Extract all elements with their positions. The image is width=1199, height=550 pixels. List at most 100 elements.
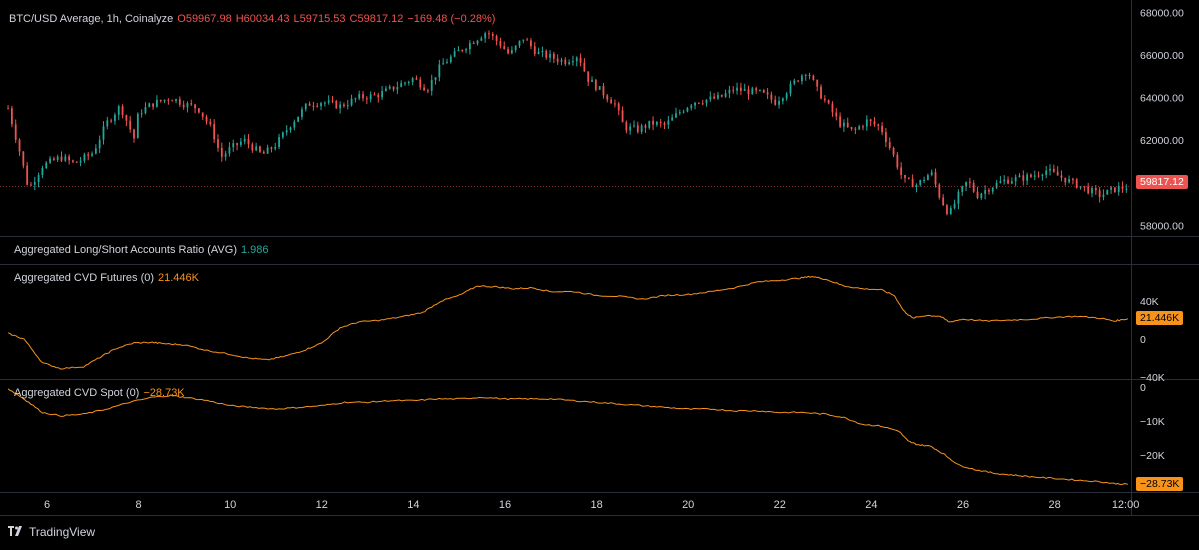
candle-body — [686, 107, 689, 112]
candle-body — [49, 158, 51, 163]
candle-body — [60, 156, 63, 161]
x-tick-label: 8 — [136, 499, 142, 511]
candle-body — [22, 151, 25, 166]
candle-body — [186, 103, 189, 108]
x-tick-label: 24 — [865, 499, 877, 511]
candle-body — [1003, 179, 1006, 182]
candle-body — [881, 125, 883, 133]
price-legend: BTC/USD Average, 1h, Coinalyze O59967.98 H… — [9, 13, 499, 25]
candle-body — [549, 53, 551, 58]
candle-body — [1091, 188, 1093, 194]
candle-body — [335, 100, 338, 109]
candle-body — [774, 99, 777, 105]
candle-body — [1056, 171, 1059, 176]
cvd-futures-value: 21.446K — [158, 272, 199, 284]
candle-body — [75, 161, 78, 163]
x-tick-label: 12:00 — [1112, 499, 1140, 511]
candle-body — [354, 98, 357, 100]
candle-body — [518, 40, 521, 46]
candle-body — [87, 154, 90, 156]
candle-body — [785, 93, 788, 99]
candle-body — [308, 103, 311, 106]
candle-body — [1098, 190, 1101, 198]
candle-body — [659, 122, 662, 124]
candle-body — [812, 75, 815, 80]
x-tick-label: 20 — [682, 499, 694, 511]
ratio-label[interactable]: Aggregated Long/Short Accounts Ratio (AV… — [14, 244, 237, 256]
candle-body — [663, 123, 666, 125]
candle-body — [1114, 187, 1116, 192]
candle-body — [701, 103, 704, 105]
candle-body — [892, 147, 895, 155]
price-y-tick: 64000.00 — [1140, 93, 1184, 105]
candle-body — [965, 181, 967, 187]
candle-body — [129, 120, 132, 130]
high-value: H60034.43 — [235, 13, 290, 25]
candle-body — [468, 43, 471, 50]
candle-body — [720, 94, 723, 97]
candle-body — [739, 87, 742, 91]
candle-body — [148, 103, 151, 108]
candle-body — [736, 87, 738, 91]
change-value: −169.48 (−0.28%) — [407, 13, 496, 25]
candle-body — [579, 57, 582, 63]
candle-body — [804, 75, 807, 77]
candle-body — [239, 141, 242, 145]
candle-body — [419, 79, 422, 88]
candle-body — [656, 122, 658, 125]
candle-body — [926, 175, 929, 181]
candle-body — [625, 122, 628, 131]
symbol-label[interactable]: BTC/USD Average, 1h, Coinalyze — [9, 13, 174, 25]
cvd-futures-legend: Aggregated CVD Futures (0) 21.446K — [14, 272, 203, 284]
footer-brand[interactable]: TradingView — [29, 524, 96, 539]
cvd-spot-label[interactable]: Aggregated CVD Spot (0) — [14, 387, 140, 399]
candle-body — [442, 63, 445, 65]
candle-body — [808, 75, 811, 77]
candle-body — [968, 181, 971, 184]
candle-body — [1030, 174, 1032, 177]
candle-body — [862, 126, 864, 128]
candle-body — [350, 98, 353, 106]
candle-body — [201, 112, 204, 117]
candle-body — [68, 156, 71, 161]
candle-body — [984, 190, 987, 194]
candle-body — [591, 79, 593, 82]
candle-body — [400, 83, 403, 88]
candle-body — [343, 104, 345, 106]
candle-body — [159, 99, 162, 102]
candle-body — [621, 110, 624, 123]
price-y-tick: 58000.00 — [1140, 220, 1184, 232]
x-tick-label: 16 — [499, 499, 511, 511]
candle-body — [877, 124, 880, 126]
candle-body — [514, 45, 517, 51]
candle-body — [140, 113, 143, 115]
candle-body — [1022, 175, 1025, 181]
candle-body — [26, 165, 29, 185]
candle-body — [377, 94, 380, 98]
candle-body — [236, 143, 238, 145]
candle-body — [636, 125, 639, 132]
candle-body — [423, 87, 425, 91]
candle-body — [396, 87, 399, 90]
candle-body — [507, 49, 509, 54]
candle-body — [144, 107, 147, 114]
open-value: O59967.98 — [177, 13, 232, 25]
candle-body — [56, 156, 59, 161]
candle-body — [793, 80, 796, 84]
candle-body — [1014, 177, 1017, 182]
cvd-spot-legend: Aggregated CVD Spot (0) −28.73K — [14, 387, 189, 399]
candle-body — [652, 120, 654, 125]
candle-body — [747, 89, 750, 95]
candle-body — [503, 46, 506, 50]
cvd-futures-label[interactable]: Aggregated CVD Futures (0) — [14, 272, 155, 284]
candle-body — [938, 184, 941, 198]
tradingview-logo-icon[interactable] — [8, 524, 24, 539]
candle-body — [537, 51, 540, 54]
candle-body — [942, 197, 945, 206]
candle-body — [732, 89, 735, 91]
candle-body — [117, 106, 120, 115]
candle-body — [274, 147, 277, 149]
candle-body — [243, 138, 246, 142]
candle-body — [873, 121, 876, 125]
